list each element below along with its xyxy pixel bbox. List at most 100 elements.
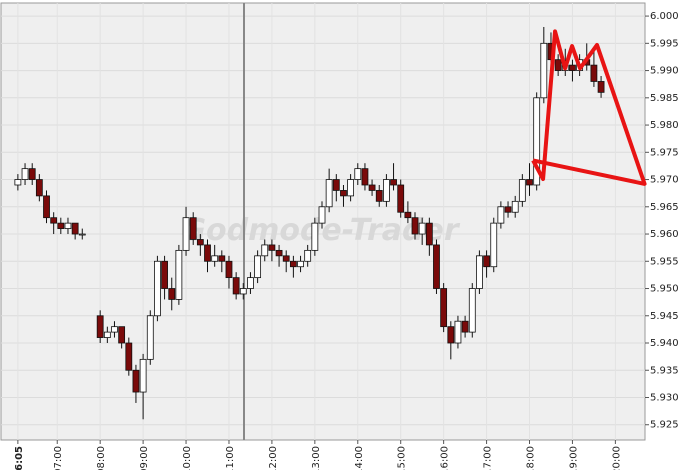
y-tick-label: 5.975 [650,147,679,158]
candle-body [332,179,340,191]
candle-body [168,288,176,300]
candle-body [254,255,262,279]
y-tick-label: 5.930 [650,392,679,403]
candle-body [196,239,204,246]
candle-body [154,260,161,317]
x-tick-label: 10:00 [182,446,193,470]
candle-body [468,288,476,333]
candle-body [71,222,79,235]
y-tick-label: 5.945 [650,311,679,322]
candle-body [304,249,312,262]
y-tick-label: 5.935 [650,365,679,376]
candle-body [418,222,426,235]
candle-body [440,288,448,328]
y-tick-label: 6.000 [650,11,679,22]
candle-body [14,179,22,186]
candle-body [57,222,65,229]
candle-body [504,206,512,213]
candle-body [161,260,168,289]
candle-body [390,179,397,186]
y-tick-label: 5.995 [650,38,679,49]
candle-body [375,190,383,202]
candle-body [103,331,111,338]
x-tick-label: 15:00 [397,446,408,470]
x-tick-label: 11:00 [225,446,236,470]
candle-body [590,64,598,82]
x-tick-label: 14:00 [354,446,365,470]
y-tick-label: 5.950 [650,284,679,295]
candle-body [447,326,455,344]
x-tick-label: 16:00 [440,446,451,470]
candle-body [433,244,440,289]
y-tick-label: 5.990 [650,66,679,77]
candle-body [182,217,190,251]
y-tick-label: 5.965 [650,202,679,213]
trendline [531,29,647,186]
candle-body [146,315,154,360]
candle-body [597,81,605,93]
candle-body [239,288,247,295]
candle-body [404,211,412,219]
x-tick-label: 20:00 [611,446,622,470]
candle-body [554,59,562,71]
candle-body [318,206,326,224]
candle-body [354,168,362,180]
candle-body [411,217,419,235]
candle-body [218,255,226,262]
candle-body [261,244,269,257]
y-tick-label: 5.925 [650,420,679,431]
x-tick-label: 09:00 [139,446,150,470]
candle-body [28,168,36,180]
candle-body [454,320,462,344]
candle-body [118,326,126,344]
candle-body [311,222,319,251]
candle-body [368,184,376,191]
candle-body [540,42,548,99]
candle-body [497,206,505,224]
candle-body [268,244,276,251]
candle-body [50,217,58,224]
candle-body [78,233,86,236]
candle-body [275,249,283,257]
candle-body [297,260,304,268]
candle-body [247,277,254,289]
candle-body [533,97,541,186]
candle-body [132,369,140,393]
candle-body [518,179,526,202]
x-tick-label: 08:00 [96,446,107,470]
candle-body [526,179,533,186]
candle-body [361,168,369,186]
candle-body [175,249,183,300]
candle-body [35,179,43,197]
y-tick-label: 5.955 [650,256,679,267]
candle-body [425,222,433,246]
candle-body [225,260,233,279]
candle-body [340,190,347,197]
y-tick-label: 5.985 [650,93,679,104]
candle-body [64,222,72,229]
candle-body [211,255,219,262]
y-tick-label: 5.940 [650,338,679,349]
candle-body [397,184,405,213]
candle-body [483,255,490,268]
candle-body [289,260,297,268]
candle-body [347,179,355,197]
candle-body [111,326,118,333]
candle-body [490,222,498,268]
candle-body [232,277,240,295]
x-tick-label: 12:00 [268,446,279,470]
x-tick-label: 18:00 [526,446,537,470]
y-tick-label: 5.970 [650,175,679,186]
candle-body [125,342,133,371]
x-tick-label: 13:00 [311,446,322,470]
x-tick-label: 07:00 [53,446,64,470]
candle-body [21,168,29,180]
candle-body [461,320,469,333]
candle-body [189,217,197,240]
candle-body [569,64,576,71]
candle-body [383,179,390,202]
candle-body [96,315,104,338]
x-tick-label: 06:05 [14,446,25,470]
candle-body [43,195,50,219]
